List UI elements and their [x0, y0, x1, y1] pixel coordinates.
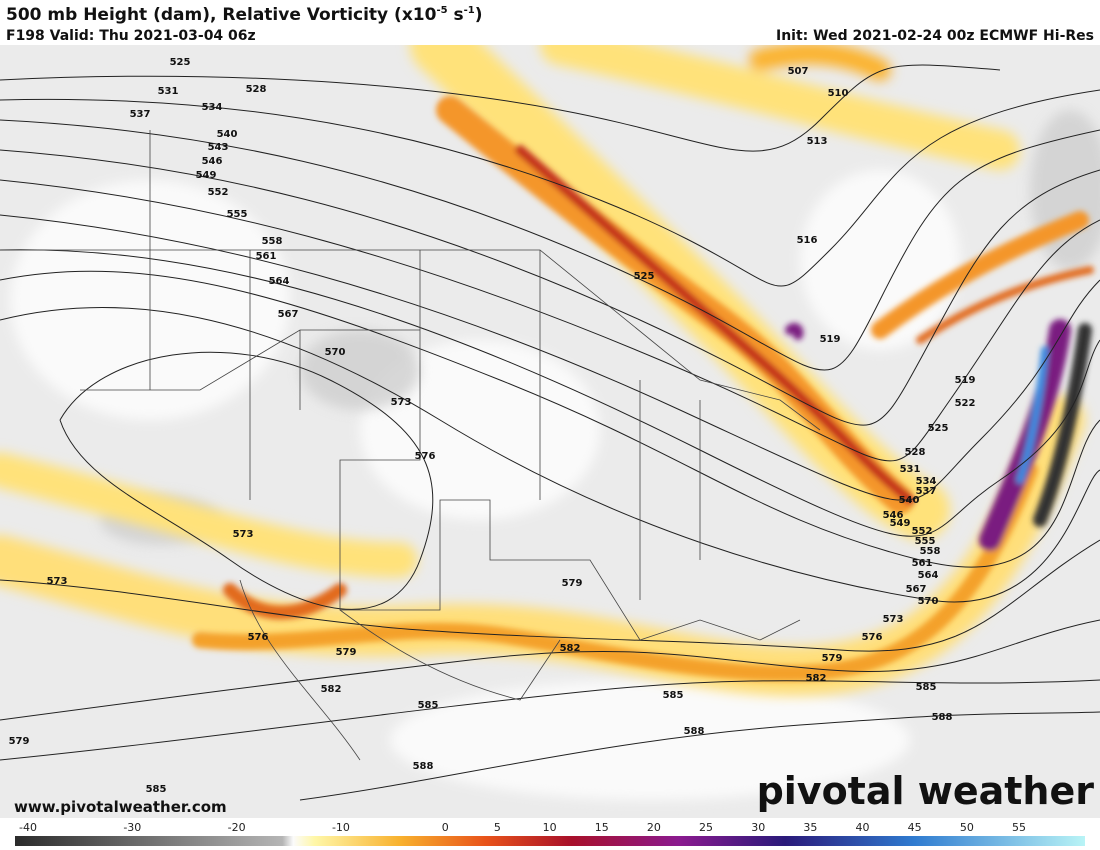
contour-label: 561 [256, 251, 277, 262]
colorbar-tick-label: -30 [123, 821, 141, 834]
contour-label: 588 [684, 726, 705, 737]
contour-label: 573 [233, 529, 254, 540]
colorbar-tick-label: 0 [442, 821, 449, 834]
contour-label: 582 [806, 673, 827, 684]
contour-label: 558 [262, 236, 283, 247]
contour-label: 576 [862, 632, 883, 643]
contour-label: 564 [918, 570, 939, 581]
contour-label: 585 [916, 682, 937, 693]
colorbar-tick-label: 5 [494, 821, 501, 834]
contour-label: 546 [883, 510, 904, 521]
contour-label: 570 [918, 596, 939, 607]
site-url: www.pivotalweather.com [14, 798, 227, 816]
contour-label: 573 [391, 397, 412, 408]
contour-label: 588 [932, 712, 953, 723]
contour-label: 552 [208, 187, 229, 198]
colorbar-tick-label: 10 [543, 821, 557, 834]
contour-label: 546 [202, 156, 223, 167]
logo: pivotal weather [757, 769, 1095, 813]
contour-label: 567 [278, 309, 299, 320]
contour-label: 564 [269, 276, 290, 287]
contour-label: 579 [336, 647, 357, 658]
contour-label: 528 [905, 447, 926, 458]
contour-label: 543 [208, 142, 229, 153]
contour-label: 519 [955, 375, 976, 386]
colorbar-tick-label: 15 [595, 821, 609, 834]
contour-label: 576 [248, 632, 269, 643]
contour-label: 513 [807, 136, 828, 147]
contour-label: 525 [928, 423, 949, 434]
init-time: Init: Wed 2021-02-24 00z ECMWF Hi-Res [776, 28, 1094, 44]
contour-label: 531 [900, 464, 921, 475]
contour-label: 555 [915, 536, 936, 547]
contour-label: 588 [413, 761, 434, 772]
colorbar-tick-label: 35 [803, 821, 817, 834]
contour-label: 573 [883, 614, 904, 625]
contour-label: 528 [246, 84, 267, 95]
colorbar-tick-label: 45 [908, 821, 922, 834]
colorbar-tick-label: -40 [19, 821, 37, 834]
contour-label: 549 [196, 170, 217, 181]
contour-label: 540 [899, 495, 920, 506]
colorbar-tick-label: 50 [960, 821, 974, 834]
contour-label: 525 [170, 57, 191, 68]
contour-label: 555 [227, 209, 248, 220]
contour-label: 537 [130, 109, 151, 120]
title: 500 mb Height (dam), Relative Vorticity … [6, 5, 483, 25]
contour-label: 552 [912, 526, 933, 537]
colorbar-tick-label: -20 [228, 821, 246, 834]
contour-label: 558 [920, 546, 941, 557]
contour-label: 531 [158, 86, 179, 97]
contour-label: 561 [912, 558, 933, 569]
contour-label: 585 [418, 700, 439, 711]
contour-label: 537 [916, 486, 937, 497]
contour-label: 585 [663, 690, 684, 701]
colorbar [15, 836, 1085, 846]
contour-label: 576 [415, 451, 436, 462]
colorbar-tick-label: 30 [751, 821, 765, 834]
contour-label: 516 [797, 235, 818, 246]
contour-label: 534 [202, 102, 223, 113]
contour-label: 525 [634, 271, 655, 282]
colorbar-tick-label: 20 [647, 821, 661, 834]
map [0, 45, 1100, 818]
contour-label: 540 [217, 129, 238, 140]
contour-label: 549 [890, 518, 911, 529]
contour-label: 567 [906, 584, 927, 595]
contour-label: 519 [820, 334, 841, 345]
contour-label: 582 [560, 643, 581, 654]
colorbar-tick-label: 40 [856, 821, 870, 834]
contour-label: 522 [955, 398, 976, 409]
contour-label: 579 [562, 578, 583, 589]
contour-label: 585 [146, 784, 167, 795]
colorbar-ticks: -40 -30 -20 -10 0 5 10 15 20 25 30 35 40 45 50 55 [19, 821, 1026, 834]
contour-label: 582 [321, 684, 342, 695]
contour-label: 534 [916, 476, 937, 487]
colorbar-tick-label: -10 [332, 821, 350, 834]
contour-label: 579 [822, 653, 843, 664]
borders [0, 130, 821, 761]
contour-label: 579 [9, 736, 30, 747]
contour-label: 570 [325, 347, 346, 358]
colorbar-tick-label: 25 [699, 821, 713, 834]
colorbar-tick-label: 55 [1012, 821, 1026, 834]
height-contours [0, 64, 1100, 801]
contour-label: 573 [47, 576, 68, 587]
contour-label: 510 [828, 88, 849, 99]
valid-time: F198 Valid: Thu 2021-03-04 06z [6, 28, 256, 44]
contour-label: 507 [788, 66, 809, 77]
